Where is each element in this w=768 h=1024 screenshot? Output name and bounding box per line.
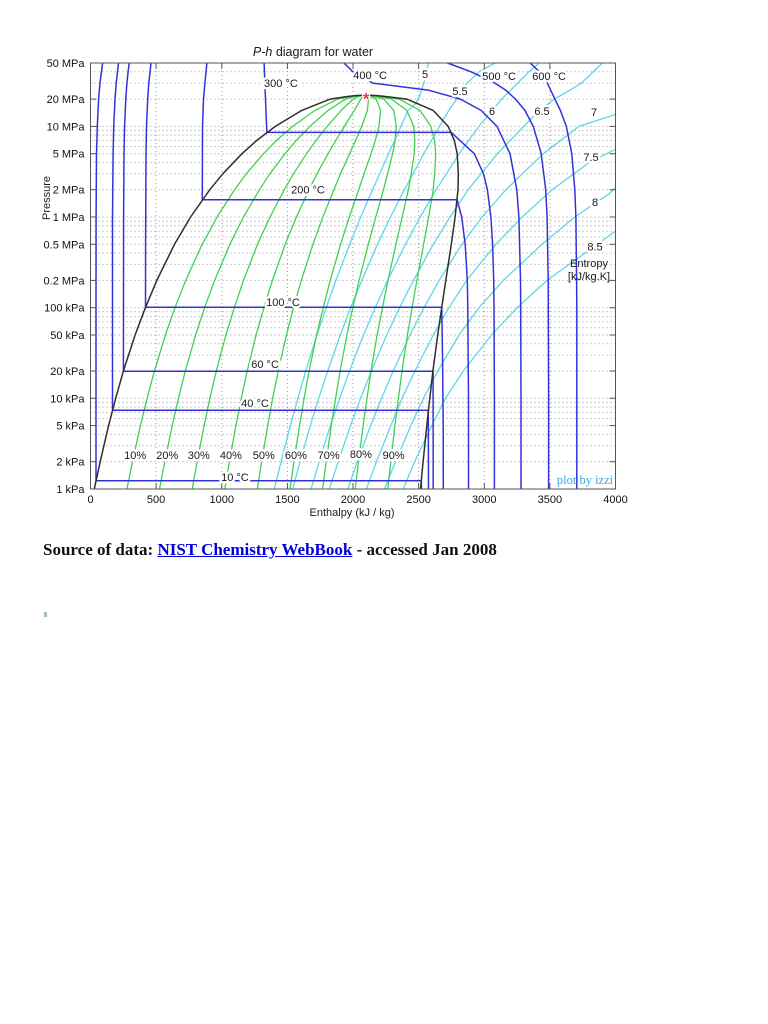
y-tick-label: 1 kPa (56, 484, 85, 496)
isentrope-lines (273, 63, 616, 489)
entropy-axis-label: Entropy [kJ/kg.K] (568, 258, 610, 283)
quality-label: 10% (124, 450, 146, 462)
x-tick-label: 1500 (275, 494, 299, 506)
quality-label: 30% (188, 450, 210, 462)
x-axis-title: Enthalpy (kJ / kg) (310, 507, 395, 519)
y-tick-label: 10 kPa (50, 393, 85, 405)
quality-label: 70% (318, 450, 340, 462)
x-tick-label: 1000 (210, 494, 234, 506)
x-tick-label: 2000 (341, 494, 365, 506)
entropy-value-label: 8 (592, 197, 598, 209)
quality-label: 60% (285, 450, 307, 462)
entropy-value-label: 6.5 (534, 106, 549, 118)
quality-label: 20% (156, 450, 178, 462)
entropy-value-label: 5.5 (452, 86, 467, 98)
chart-title-italic: P-h (253, 45, 273, 59)
chart-generated-layers: *10% 20% 30% 40% 50% 60% 70% 80% 90%10 °C40 °C60… (44, 58, 628, 506)
x-tick-label: 3000 (472, 494, 496, 506)
entropy-axis-label-line2: [kJ/kg.K] (568, 271, 610, 283)
quality-label: 50% (253, 450, 275, 462)
y-tick-label: 0.2 MPa (44, 275, 86, 287)
x-tick-label: 4000 (603, 494, 627, 506)
entropy-value-label: 6 (489, 106, 495, 118)
source-caption: Source of data: NIST Chemistry WebBook -… (43, 540, 497, 560)
critical-point: * (362, 89, 371, 110)
chart-title: P-h diagram for water (253, 45, 373, 59)
y-tick-label: 5 kPa (56, 421, 85, 433)
y-tick-label: 100 kPa (44, 303, 85, 315)
y-tick-label: 2 kPa (56, 457, 85, 469)
quality-label: 40% (220, 450, 242, 462)
quality-label: 90% (383, 450, 405, 462)
source-suffix: - accessed Jan 2008 (352, 540, 497, 559)
isotherm-label: 100 °C (266, 297, 300, 309)
isotherm-label: 500 °C (482, 71, 516, 83)
chart-title-rest: diagram for water (272, 45, 373, 59)
y-tick-label: 50 MPa (47, 58, 86, 70)
y-tick-label: 5 MPa (53, 149, 86, 161)
x-tick-label: 0 (87, 494, 93, 506)
critical-point-marker: * (363, 90, 370, 109)
y-tick-label: 50 kPa (50, 330, 85, 342)
axes (90, 62, 616, 490)
isotherm-label: 400 °C (353, 70, 387, 82)
entropy-value-label: 8.5 (587, 242, 602, 254)
entropy-value-label: 5 (422, 69, 428, 81)
tick-labels: 50 MPa 20 MPa 10 MPa 5 MPa 2 MPa 1 MPa 0.5 MPa… (44, 58, 628, 506)
x-tick-label: 2500 (406, 494, 430, 506)
ph-diagram-chart: *10% 20% 30% 40% 50% 60% 70% 80% 90%10 °C40 °C60… (41, 45, 628, 519)
y-tick-label: 2 MPa (53, 185, 86, 197)
quality-lines (126, 94, 437, 489)
grid-lines (90, 63, 616, 489)
isotherm-label: 200 °C (291, 185, 325, 197)
y-axis-title: Pressure (41, 176, 53, 220)
entropy-value-label: 7.5 (583, 152, 598, 164)
x-tick-label: 3500 (538, 494, 562, 506)
isotherm-lines (95, 63, 578, 489)
entropy-axis-label-line1: Entropy (570, 258, 608, 270)
watermark: plot by izzi (557, 473, 614, 487)
isotherm-label: 10 °C (221, 472, 249, 484)
isotherm-label: 600 °C (532, 71, 566, 83)
isotherm-label: 40 °C (241, 398, 269, 410)
curve-labels: 10% 20% 30% 40% 50% 60% 70% 80% 90% 10 °C 40 °C 60 … (122, 66, 606, 486)
y-tick-label: 20 MPa (47, 94, 86, 106)
nist-webbook-link[interactable]: NIST Chemistry WebBook (157, 540, 353, 559)
quality-label: 80% (350, 449, 372, 461)
page-artifact-dot (44, 612, 47, 617)
isotherm-label: 60 °C (251, 359, 279, 371)
y-tick-label: 0.5 MPa (44, 239, 86, 251)
saturation-dome (93, 94, 460, 489)
x-tick-label: 500 (147, 494, 165, 506)
source-prefix: Source of data: (43, 540, 158, 559)
entropy-value-label: 7 (591, 107, 597, 119)
y-tick-label: 1 MPa (53, 212, 86, 224)
y-tick-label: 20 kPa (50, 366, 85, 378)
y-tick-label: 10 MPa (47, 121, 86, 133)
isotherm-label: 300 °C (264, 78, 298, 90)
